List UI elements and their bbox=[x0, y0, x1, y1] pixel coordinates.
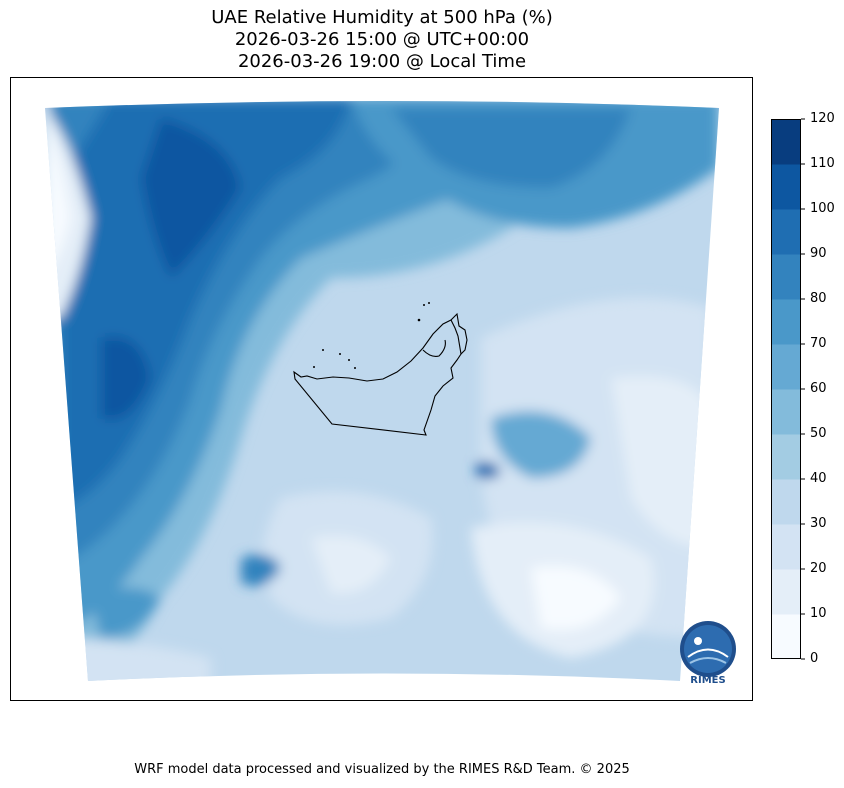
rimes-logo: RIMES bbox=[668, 617, 748, 692]
colorbar-tick-label: 40 bbox=[810, 471, 827, 486]
colorbar-tick-label: 60 bbox=[810, 381, 827, 396]
rimes-logo-text: RIMES bbox=[690, 675, 726, 686]
chart-title: UAE Relative Humidity at 500 hPa (%) bbox=[211, 7, 553, 28]
colorbar-band bbox=[771, 254, 801, 300]
colorbar-band bbox=[771, 164, 801, 210]
colorbar-tick-label: 30 bbox=[810, 516, 827, 531]
colorbar-tick-label: 20 bbox=[810, 561, 827, 576]
humidity-map bbox=[45, 101, 719, 681]
map-panel bbox=[10, 77, 753, 701]
humidity-field bbox=[45, 101, 719, 681]
colorbar-tick-label: 10 bbox=[810, 606, 827, 621]
colorbar-band bbox=[771, 434, 801, 480]
local-time: 2026-03-26 19:00 @ Local Time bbox=[237, 51, 527, 72]
colorbar-tick-label: 0 bbox=[810, 651, 819, 666]
colorbar-band bbox=[771, 569, 801, 615]
colorbar-border bbox=[771, 119, 801, 659]
colorbar-tick-label: 120 bbox=[810, 111, 835, 126]
rimes-globe-icon bbox=[680, 621, 736, 677]
utc-time: 2026-03-26 15:00 @ UTC+00:00 bbox=[234, 29, 530, 50]
colorbar-band bbox=[771, 614, 801, 660]
colorbar-tick-label: 100 bbox=[810, 201, 835, 216]
colorbar-band bbox=[771, 119, 801, 165]
colorbar-tick-label: 110 bbox=[810, 156, 835, 171]
colorbar-band bbox=[771, 209, 801, 255]
colorbar-gradient bbox=[771, 118, 805, 660]
colorbar-band bbox=[771, 479, 801, 525]
islands bbox=[313, 302, 430, 369]
colorbar-tick-label: 70 bbox=[810, 336, 827, 351]
colorbar-band bbox=[771, 299, 801, 345]
footer-credit: WRF model data processed and visualized … bbox=[134, 762, 630, 777]
colorbar-band bbox=[771, 344, 801, 390]
colorbar-band bbox=[771, 524, 801, 570]
colorbar-band bbox=[771, 389, 801, 435]
colorbar-tick-label: 80 bbox=[810, 291, 827, 306]
colorbar-tick-label: 50 bbox=[810, 426, 827, 441]
colorbar-tick-label: 90 bbox=[810, 246, 827, 261]
uae-boundary bbox=[293, 312, 468, 436]
colorbar bbox=[771, 118, 805, 660]
